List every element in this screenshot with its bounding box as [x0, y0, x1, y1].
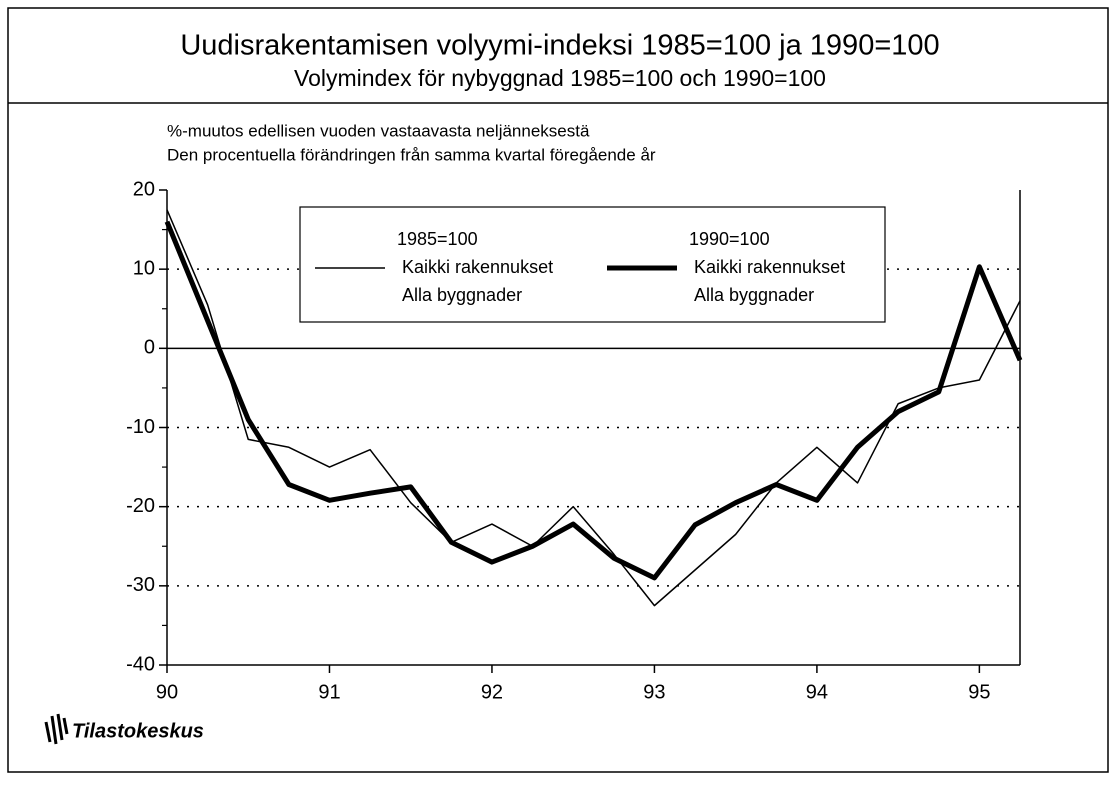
- x-tick-label: 93: [643, 681, 665, 703]
- x-tick-label: 90: [156, 681, 178, 703]
- legend: [299, 206, 886, 323]
- y-tick-label: -30: [126, 574, 155, 596]
- y-tick-label: 0: [144, 337, 155, 359]
- y-tick-label: -40: [126, 653, 155, 675]
- chart-title: Uudisrakentamisen volyymi-indeksi 1985=1…: [180, 30, 939, 62]
- logo-icon: [44, 713, 69, 745]
- x-tick-label: 91: [318, 681, 340, 703]
- y-tick-label: 20: [133, 178, 155, 200]
- legend-label: Kaikki rakennukset: [402, 257, 553, 277]
- series-line: [164, 220, 1023, 581]
- frame: [7, 7, 1109, 773]
- legend-label: Kaikki rakennukset: [694, 257, 845, 277]
- x-tick-label: 94: [806, 681, 828, 703]
- y-tick-label: -20: [126, 495, 155, 517]
- x-tick-label: 92: [481, 681, 503, 703]
- x-tick-label: 95: [968, 681, 990, 703]
- legend-label: 1990=100: [689, 229, 770, 249]
- legend-label: Alla byggnader: [694, 285, 814, 305]
- source-logo: Tilastokeskus: [72, 720, 204, 742]
- note: Den procentuella förändringen från samma…: [167, 145, 656, 164]
- chart-subtitle: Volymindex för nybyggnad 1985=100 och 19…: [294, 65, 826, 91]
- note: %-muutos edellisen vuoden vastaavasta ne…: [167, 121, 590, 140]
- series-line: [166, 209, 1021, 607]
- y-tick-label: -10: [126, 416, 155, 438]
- y-tick-label: 10: [133, 257, 155, 279]
- legend-label: Alla byggnader: [402, 285, 522, 305]
- legend-label: 1985=100: [397, 229, 478, 249]
